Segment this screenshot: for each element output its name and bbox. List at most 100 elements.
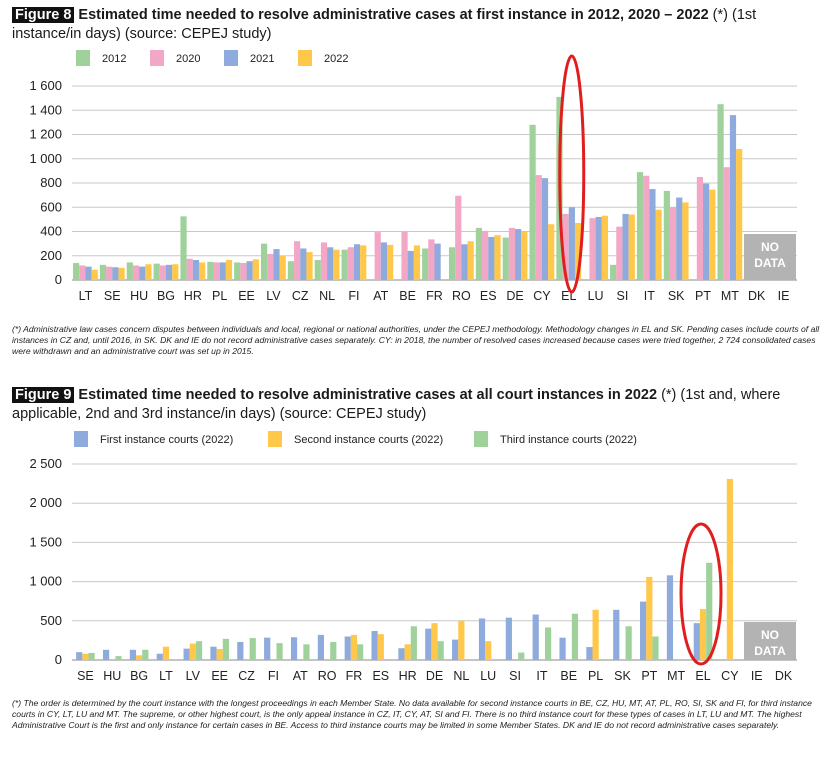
bar xyxy=(162,646,170,660)
x-tick-label: RO xyxy=(452,289,471,303)
y-tick-label: 2 000 xyxy=(29,495,62,510)
bar xyxy=(317,634,324,660)
bar xyxy=(159,265,166,280)
bar xyxy=(709,189,716,280)
bar xyxy=(106,266,113,280)
y-tick-label: 1 500 xyxy=(29,534,62,549)
bar xyxy=(99,264,107,280)
x-tick-label: HU xyxy=(130,289,148,303)
bar xyxy=(240,263,247,280)
figure-9-title: Figure 9 Estimated time needed to resolve… xyxy=(12,386,827,424)
bar xyxy=(729,115,737,280)
x-tick-label: SE xyxy=(104,289,121,303)
bar xyxy=(333,249,340,280)
x-tick-label: CY xyxy=(533,289,551,303)
y-tick-label: 1 200 xyxy=(29,127,62,142)
figure-8-note: (*) Administrative law cases concern dis… xyxy=(12,324,820,356)
bar xyxy=(589,218,596,280)
bar xyxy=(207,261,214,280)
bar xyxy=(467,241,474,280)
bar xyxy=(320,242,328,280)
bar xyxy=(91,269,98,280)
bar xyxy=(625,626,632,660)
x-tick-label: BE xyxy=(560,669,577,683)
bar xyxy=(736,149,743,280)
bar xyxy=(183,648,190,660)
bar xyxy=(434,243,441,280)
bar xyxy=(260,243,268,280)
bar xyxy=(482,230,489,280)
bar xyxy=(726,478,733,660)
bar xyxy=(404,644,411,660)
no-data-box xyxy=(744,622,796,660)
legend-label: Third instance courts (2022) xyxy=(500,434,637,446)
bar xyxy=(88,652,95,660)
figure-8-title-text: Estimated time needed to resolve adminis… xyxy=(78,7,709,23)
bar xyxy=(455,195,462,280)
legend-label: First instance courts (2022) xyxy=(100,434,233,446)
x-tick-label: SK xyxy=(614,669,631,683)
bar xyxy=(655,209,662,280)
bar xyxy=(145,264,152,280)
highlight-ellipse xyxy=(558,54,586,294)
bar xyxy=(73,263,80,280)
x-tick-label: LV xyxy=(266,289,281,303)
x-tick-label: HU xyxy=(103,669,121,683)
no-data-box xyxy=(744,234,796,280)
bar xyxy=(559,637,566,660)
bar xyxy=(79,265,86,280)
bar xyxy=(502,237,509,280)
bar xyxy=(353,244,361,280)
bar xyxy=(267,253,274,280)
bar xyxy=(706,562,713,660)
x-tick-label: IE xyxy=(751,669,763,683)
y-tick-label: 1 000 xyxy=(29,151,62,166)
bar xyxy=(717,104,724,280)
bar xyxy=(136,655,143,660)
bar xyxy=(287,261,295,280)
x-tick-label: DK xyxy=(748,289,766,303)
bar xyxy=(165,264,173,280)
bar xyxy=(592,609,599,660)
x-tick-label: LU xyxy=(480,669,496,683)
x-tick-label: FR xyxy=(346,669,363,683)
bar xyxy=(344,636,351,660)
bar xyxy=(478,618,486,660)
bar xyxy=(541,178,549,280)
bar xyxy=(703,183,710,280)
bar xyxy=(428,239,435,280)
bar xyxy=(518,652,525,660)
bar xyxy=(663,190,670,280)
legend-swatch xyxy=(76,50,90,66)
bar xyxy=(210,646,217,660)
bar xyxy=(595,216,602,280)
x-tick-label: LU xyxy=(588,289,604,303)
bar xyxy=(649,189,656,280)
x-tick-label: BE xyxy=(399,289,416,303)
bar xyxy=(303,644,310,660)
bar xyxy=(652,636,659,660)
bar xyxy=(723,167,730,280)
bar xyxy=(425,628,432,660)
bar xyxy=(452,639,459,660)
y-tick-label: 0 xyxy=(55,652,62,667)
figure-9-title-suffix: (*) (1st and, where applicable, 2nd and … xyxy=(12,387,781,422)
y-tick-label: 1 400 xyxy=(29,102,62,117)
x-tick-label: ES xyxy=(480,289,497,303)
x-tick-label: ES xyxy=(372,669,389,683)
bar xyxy=(112,267,119,280)
bar xyxy=(610,264,617,280)
bar xyxy=(195,641,203,660)
bar xyxy=(314,259,321,280)
bar xyxy=(628,214,635,280)
legend-label: 2012 xyxy=(102,53,126,65)
x-tick-label: DE xyxy=(426,669,443,683)
bar xyxy=(410,626,417,660)
bar xyxy=(216,649,223,660)
bar xyxy=(142,649,149,660)
bar xyxy=(118,267,125,280)
figure-9-note: (*) The order is determined by the court… xyxy=(12,698,812,730)
x-tick-label: PL xyxy=(212,289,227,303)
bar xyxy=(699,609,707,660)
bar xyxy=(562,213,569,280)
